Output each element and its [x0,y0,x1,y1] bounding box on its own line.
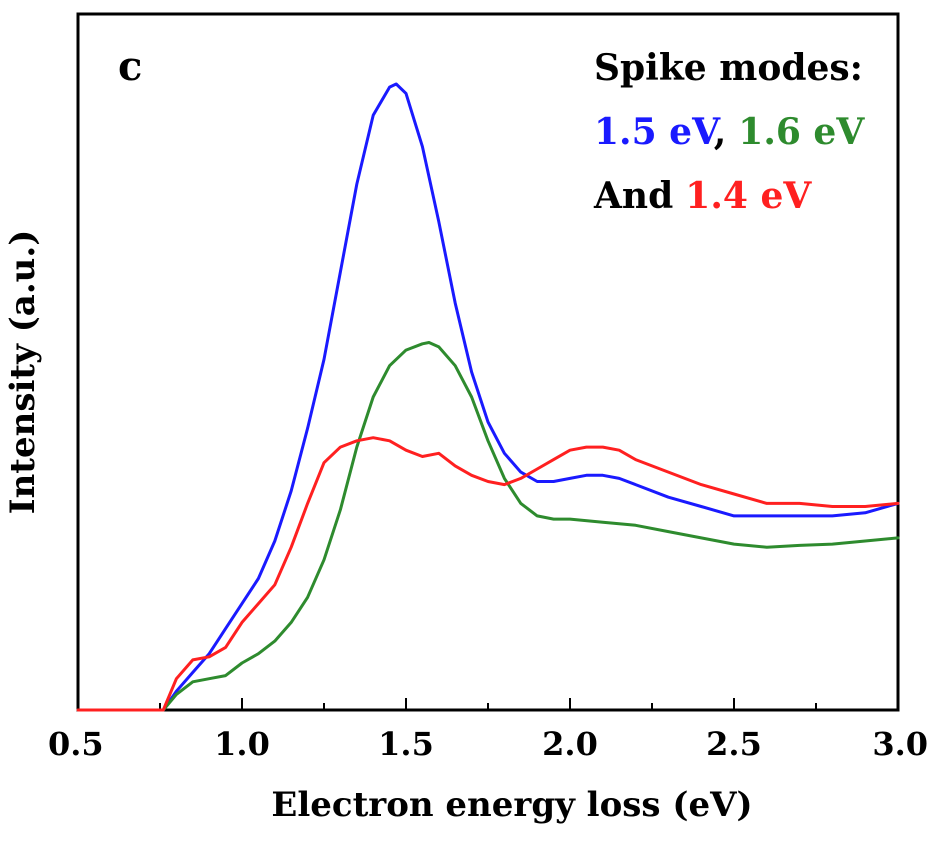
series-line-green [76,341,900,712]
x-axis-tick-labels: 0.5 1.0 1.5 2.0 2.5 3.0 [48,725,928,763]
annotation-and-word: And [593,175,673,217]
annotation-green-label: 1.6 eV [738,111,865,153]
x-tick-label: 3.0 [872,725,928,763]
annotation-red-label: 1.4 eV [685,175,812,217]
x-tick-label: 2.0 [542,725,598,763]
x-tick-label: 1.0 [214,725,270,763]
x-tick-label: 2.5 [706,725,762,763]
x-axis-ticks [77,698,899,710]
x-axis-title: Electron energy loss (eV) [271,785,752,825]
series-line-red [76,436,900,712]
annotation-line3: And 1.4 eV [593,175,812,217]
annotation-separator: , [714,111,727,153]
annotation-line2: 1.5 eV, 1.6 eV [594,111,865,153]
x-tick-label: 0.5 [48,725,104,763]
annotation-blue-label: 1.5 eV [594,111,721,153]
series-line-blue [76,82,900,712]
x-tick-label: 1.5 [378,725,434,763]
y-axis-title: Intensity (a.u.) [3,230,43,515]
annotation-line1: Spike modes: [594,47,863,89]
series-lines [76,82,900,712]
panel-label: c [118,43,142,90]
